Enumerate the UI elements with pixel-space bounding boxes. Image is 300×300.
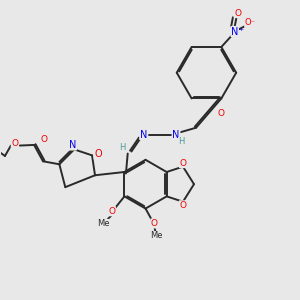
Text: O: O bbox=[109, 207, 116, 216]
Text: +: + bbox=[238, 27, 244, 32]
Text: O: O bbox=[234, 9, 241, 18]
Text: O: O bbox=[11, 139, 18, 148]
Text: O: O bbox=[179, 159, 187, 168]
Text: N: N bbox=[140, 130, 147, 140]
Text: O: O bbox=[179, 201, 187, 210]
Text: N: N bbox=[172, 130, 180, 140]
Text: Me: Me bbox=[150, 231, 162, 240]
Text: H: H bbox=[119, 142, 125, 152]
Text: O⁻: O⁻ bbox=[245, 18, 256, 27]
Text: H: H bbox=[178, 137, 185, 146]
Text: O: O bbox=[218, 109, 225, 118]
Text: N: N bbox=[69, 140, 76, 150]
Text: Me: Me bbox=[97, 219, 109, 228]
Text: N: N bbox=[231, 26, 238, 37]
Text: O: O bbox=[40, 135, 47, 144]
Text: O: O bbox=[94, 149, 102, 159]
Text: O: O bbox=[151, 219, 158, 228]
